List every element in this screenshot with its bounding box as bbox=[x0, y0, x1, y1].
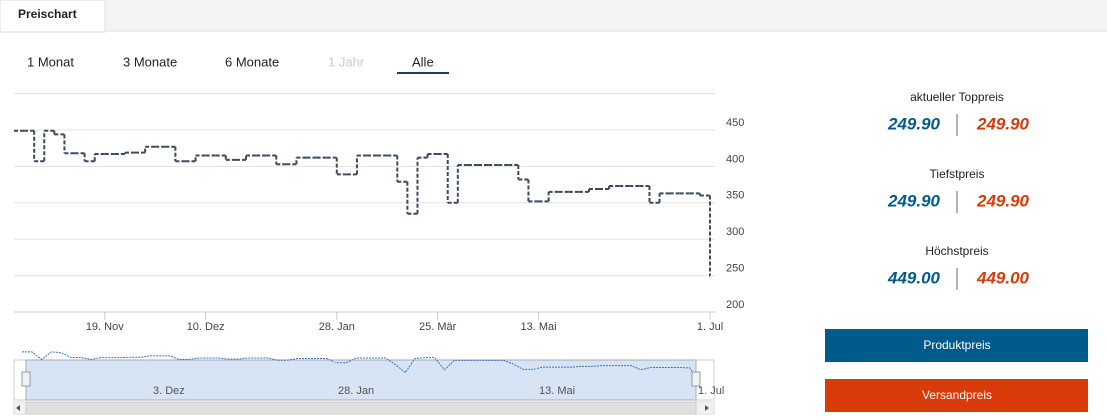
navigator-label: 1. Jul bbox=[698, 385, 724, 397]
navigator-label: 3. Dez bbox=[153, 385, 185, 397]
y-tick-label: 400 bbox=[726, 153, 744, 165]
stat-label: Tiefstpreis bbox=[930, 167, 985, 181]
y-tick-label: 250 bbox=[726, 263, 744, 275]
x-tick-label: 1. Jul bbox=[697, 321, 723, 333]
legend-button[interactable] bbox=[825, 329, 1088, 362]
stat-shipping-price: 249.90 bbox=[976, 191, 1030, 210]
legend-button-label[interactable]: Produktpreis bbox=[923, 338, 990, 352]
range-button: 1 Jahr bbox=[328, 54, 365, 69]
y-tick-label: 200 bbox=[726, 299, 744, 311]
scrollbar-thumb[interactable] bbox=[25, 401, 697, 415]
range-button[interactable]: 3 Monate bbox=[123, 54, 177, 69]
tab-bar bbox=[0, 0, 1107, 31]
stat-product-price: 249.90 bbox=[887, 114, 941, 133]
stat-product-price: 249.90 bbox=[887, 191, 941, 210]
legend-button[interactable] bbox=[825, 379, 1088, 412]
range-button[interactable]: 1 Monat bbox=[27, 54, 74, 69]
stat-product-price: 449.00 bbox=[887, 268, 941, 287]
x-tick-label: 25. Mär bbox=[419, 321, 457, 333]
x-tick-label: 13. Mai bbox=[520, 321, 556, 333]
x-tick-label: 28. Jan bbox=[319, 321, 355, 333]
navigator-handle[interactable] bbox=[21, 371, 31, 387]
navigator-label: 13. Mai bbox=[539, 385, 575, 397]
step-riser bbox=[33, 130, 711, 276]
range-button[interactable]: 6 Monate bbox=[225, 54, 279, 69]
tab[interactable] bbox=[0, 0, 106, 33]
stat-shipping-price: 249.90 bbox=[976, 114, 1030, 133]
legend-button-label[interactable]: Versandpreis bbox=[922, 388, 992, 402]
stat-shipping-price: 449.00 bbox=[976, 268, 1030, 287]
navigator-handle[interactable] bbox=[691, 371, 701, 387]
scroll-arrow-left[interactable] bbox=[16, 405, 20, 411]
tab-label[interactable]: Preischart bbox=[18, 7, 77, 21]
range-button[interactable]: Alle bbox=[412, 54, 434, 69]
navigator-line bbox=[22, 351, 701, 389]
y-tick-label: 300 bbox=[726, 226, 744, 238]
x-tick-label: 19. Nov bbox=[86, 321, 124, 333]
navigator-label: 28. Jan bbox=[338, 385, 374, 397]
y-tick-label: 450 bbox=[726, 117, 744, 129]
stat-label: aktueller Toppreis bbox=[910, 90, 1004, 104]
scroll-arrow-right[interactable] bbox=[705, 405, 709, 411]
stat-label: Höchstpreis bbox=[925, 244, 988, 258]
x-tick-label: 10. Dez bbox=[187, 321, 225, 333]
navigator-selection bbox=[25, 359, 697, 401]
y-tick-label: 350 bbox=[726, 190, 744, 202]
